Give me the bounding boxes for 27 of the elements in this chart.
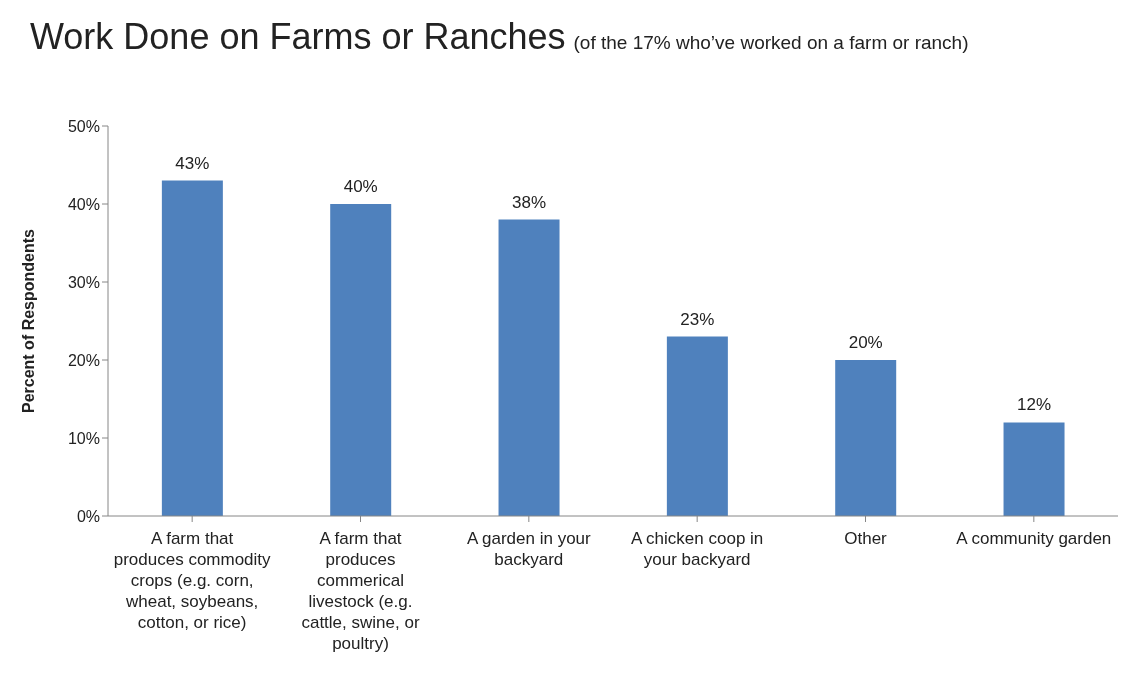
y-tick-label: 30% [67,273,100,291]
y-tick-label: 50% [67,117,100,135]
y-tick-label: 40% [67,195,100,213]
x-tick-label: A farm that produces commodity crops (e.g. corn, wheat, soybeans, cotton, or rice) [113,529,272,632]
x-tick-label: A chicken coop in your backyard [631,529,764,569]
data-label: 40% [343,177,378,196]
chart-title: Work Done on Farms or Ranches [30,16,566,57]
x-tick-label: A farm that produces commerical livestock (e.g. cattle, swine, or poultry) [301,529,420,653]
data-label: 12% [1017,395,1052,415]
y-tick-label: 0% [76,507,100,525]
y-tick-label: 10% [67,429,100,447]
bar [1003,422,1065,516]
data-label: 20% [848,333,883,352]
x-tick-label: Other [844,529,888,548]
bar [835,360,897,516]
x-tick-label: A community garden [956,529,1112,548]
bar [330,204,392,516]
y-axis-title: Percent of Respondents [19,228,37,414]
bar [161,180,223,516]
x-tick-label: A garden in your backyard [466,529,592,569]
chart-subtitle: (of the 17% who’ve worked on a farm or ranch) [573,32,969,53]
bar [498,219,560,516]
data-label: 38% [512,192,547,212]
data-label: 43% [175,153,210,173]
bar [666,336,728,516]
data-label: 23% [680,309,715,329]
y-tick-label: 20% [67,351,100,369]
